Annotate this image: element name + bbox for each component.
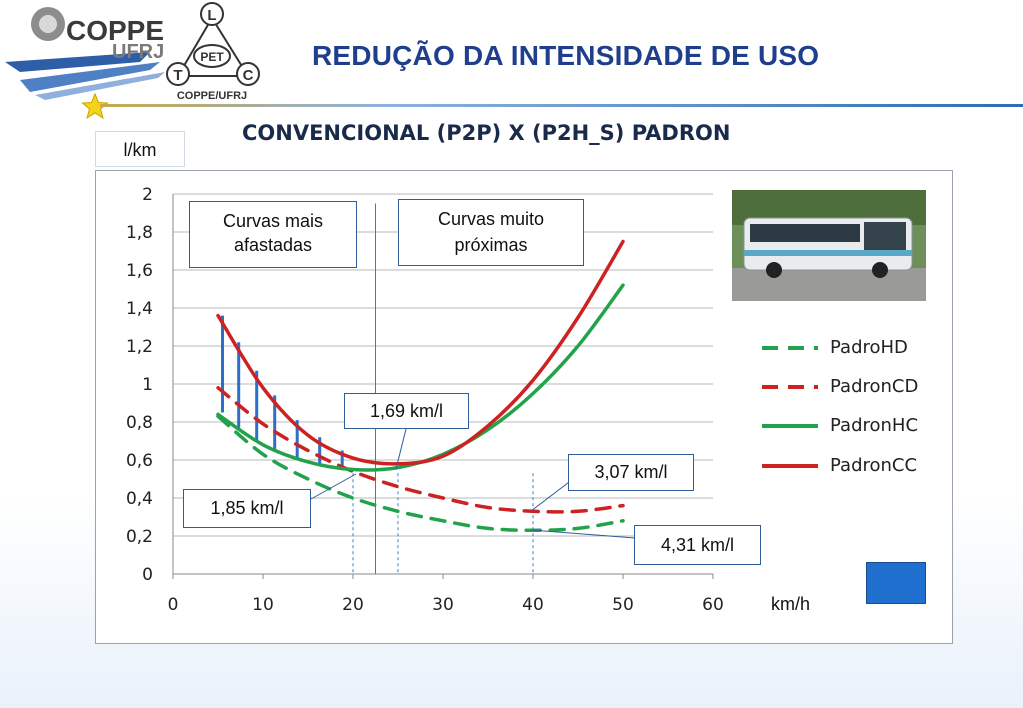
callout-leader	[530, 529, 636, 539]
legend-item: PadronCD	[762, 371, 962, 401]
callout-1-85: 1,85 km/l	[183, 489, 311, 528]
legend-item: PadronHC	[762, 410, 962, 440]
x-axis-unit-label: km/h	[771, 594, 811, 614]
x-tick-label: 0	[168, 595, 179, 615]
callout-line: Curvas muito	[437, 209, 545, 229]
callout-leader	[395, 428, 407, 470]
callout-3-07: 3,07 km/l	[568, 454, 694, 491]
legend-item: PadroHD	[762, 332, 962, 362]
legend-label: PadronHC	[830, 415, 919, 436]
svg-text:T: T	[173, 67, 182, 84]
y-tick-label: 1,4	[126, 299, 153, 319]
y-tick-label: 0,8	[126, 413, 153, 433]
x-tick-label: 60	[702, 595, 724, 615]
chart-subtitle: CONVENCIONAL (P2P) X (P2H_S) PADRON	[242, 121, 731, 145]
bus-photo	[732, 190, 926, 301]
callout-curvas-afastadas: Curvas mais afastadas	[189, 201, 357, 268]
coppe-logo-icon: COPPE UFRJ	[5, 7, 165, 100]
y-axis-unit-label: l/km	[95, 131, 185, 167]
legend-item: PadronCC	[762, 450, 962, 480]
y-tick-label: 1	[142, 375, 153, 395]
y-tick-label: 1,2	[126, 337, 153, 357]
callout-line: afastadas	[233, 235, 313, 255]
y-tick-label: 1,6	[126, 261, 153, 281]
x-tick-label: 30	[432, 595, 454, 615]
legend-label: PadronCC	[830, 455, 918, 476]
y-tick-label: 0,6	[126, 451, 153, 471]
y-tick-label: 0	[142, 565, 153, 585]
svg-text:COPPE/UFRJ: COPPE/UFRJ	[177, 90, 247, 102]
logo-area: COPPE UFRJ L T C PET COPPE/UFRJ	[0, 0, 270, 120]
series-line-padrohd	[216, 414, 625, 533]
legend-swatch-solid-red	[762, 464, 818, 468]
y-tick-label: 2	[142, 185, 153, 205]
legend-label: PadronCD	[830, 376, 919, 397]
svg-text:L: L	[207, 7, 216, 24]
svg-text:UFRJ: UFRJ	[112, 41, 164, 63]
series-line-padronhc	[216, 283, 625, 472]
svg-text:C: C	[243, 67, 254, 84]
callout-curvas-proximas: Curvas muito próximas	[398, 199, 584, 266]
legend-swatch-solid-green	[762, 424, 818, 428]
header-divider	[100, 104, 1023, 107]
x-tick-label: 10	[252, 595, 274, 615]
legend-label: PadroHD	[830, 337, 908, 358]
legend-swatch-dashed-red	[762, 385, 818, 389]
blue-square	[866, 562, 926, 604]
callout-1-69: 1,69 km/l	[344, 393, 469, 429]
callout-line: Curvas mais	[222, 211, 324, 231]
x-tick-label: 40	[522, 595, 544, 615]
legend-swatch-dashed-green	[762, 346, 818, 350]
x-tick-label: 20	[342, 595, 364, 615]
series-line-padroncd	[216, 386, 625, 514]
svg-text:PET: PET	[200, 50, 224, 64]
pet-triangle-logo-icon: L T C PET COPPE/UFRJ	[166, 2, 260, 102]
svg-text:COPPE: COPPE	[66, 15, 164, 46]
y-tick-label: 0,2	[126, 527, 153, 547]
page-title: REDUÇÃO DA INTENSIDADE DE USO	[312, 40, 820, 71]
callout-line: próximas	[454, 235, 528, 255]
star-icon	[81, 92, 109, 120]
callout-4-31: 4,31 km/l	[634, 525, 761, 565]
y-tick-label: 0,4	[126, 489, 153, 509]
series-line-padroncc	[216, 239, 625, 466]
callout-leader	[310, 473, 357, 500]
x-tick-label: 50	[612, 595, 634, 615]
y-tick-label: 1,8	[126, 223, 153, 243]
